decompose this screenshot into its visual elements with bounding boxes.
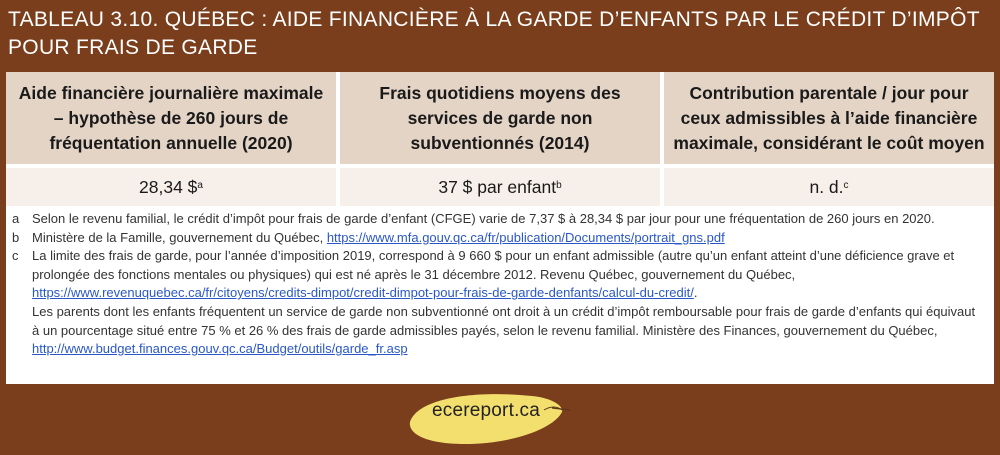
footnote-text: Ministère de la Famille, gouvernement du…	[32, 229, 327, 245]
source-link-mfa[interactable]: https://www.mfa.gouv.qc.ca/fr/publicatio…	[326, 229, 725, 245]
cell-value: 28,34 $	[139, 176, 198, 197]
footnote-marker: a	[12, 211, 20, 226]
site-logo-text: ecereport.ca	[432, 400, 541, 421]
footnote-ref-a: a	[197, 179, 203, 191]
table-cell-average-fees: 37 $ par enfant b	[336, 164, 664, 206]
footnote-c: c La limite des frais de garde, pour l’a…	[12, 247, 984, 359]
footnote-ref-c: c	[843, 179, 849, 191]
table-title: TABLEAU 3.10. QUÉBEC : AIDE FINANCIÈRE À…	[8, 6, 988, 62]
cell-value: 37 $ par enfant	[438, 176, 557, 197]
leaf-logo-icon	[409, 394, 571, 444]
title-line-2: POUR FRAIS DE GARDE	[8, 36, 258, 59]
table-cell-parental-contribution: n. d. c	[664, 164, 994, 206]
footnote-marker: b	[12, 229, 20, 245]
footnote-text: Selon le revenu familial, le crédit d’im…	[32, 211, 935, 226]
footnote-text-continued: Les parents dont les enfants fréquentent…	[32, 303, 976, 338]
table-cell-daily-aid: 28,34 $ a	[6, 164, 336, 206]
footnotes: a Selon le revenu familial, le crédit d’…	[6, 206, 994, 359]
source-link-finances[interactable]: http://www.budget.finances.gouv.qc.ca/Bu…	[32, 341, 408, 357]
footnote-marker: c	[12, 248, 19, 264]
footnote-ref-b: b	[556, 179, 562, 191]
data-table: Aide financière journalière maximale – h…	[6, 72, 994, 206]
footnote-b: b Ministère de la Famille, gouvernement …	[12, 229, 984, 248]
footnote-text-end: .	[693, 285, 698, 301]
column-header-average-fees: Frais quotidiens moyens des services de …	[336, 72, 664, 164]
table-panel: Aide financière journalière maximale – h…	[6, 72, 994, 384]
source-link-revenu-quebec[interactable]: https://www.revenuquebec.ca/fr/citoyens/…	[32, 285, 694, 301]
column-header-daily-aid: Aide financière journalière maximale – h…	[6, 72, 336, 164]
cell-value: n. d.	[809, 176, 844, 197]
title-line-1: TABLEAU 3.10. QUÉBEC : AIDE FINANCIÈRE À…	[8, 8, 980, 31]
column-header-parental-contribution: Contribution parentale / jour pour ceux …	[664, 72, 994, 164]
footnote-a: a Selon le revenu familial, le crédit d’…	[12, 210, 984, 229]
footnote-text: La limite des frais de garde, pour l’ann…	[32, 248, 955, 282]
